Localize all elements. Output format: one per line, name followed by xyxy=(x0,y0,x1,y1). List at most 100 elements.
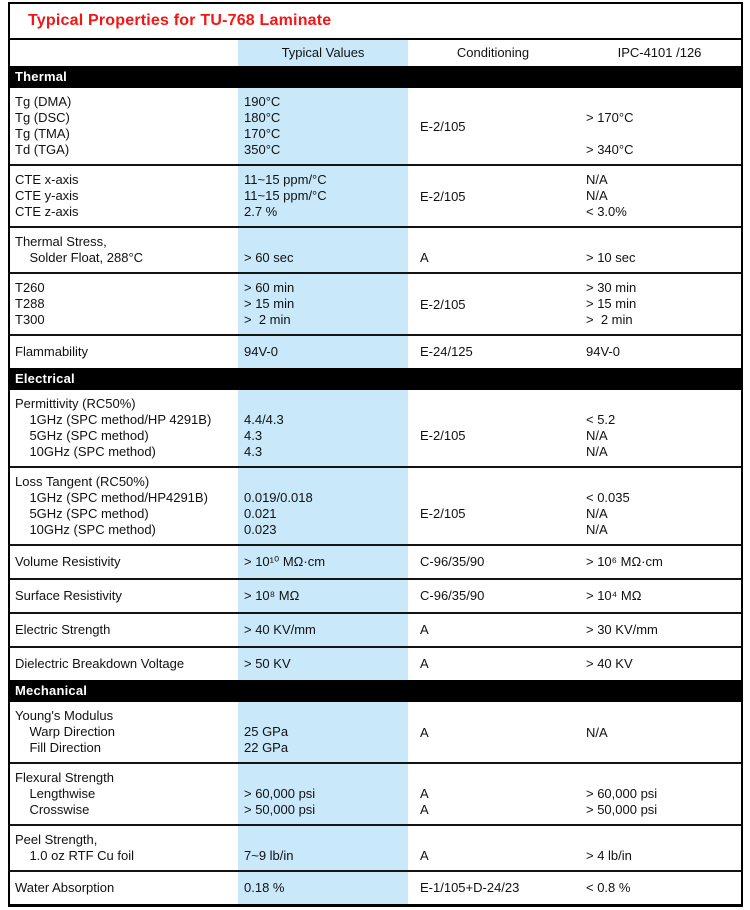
conditioning-cell: A xyxy=(408,826,578,870)
ipc-spec-line: > 2 min xyxy=(586,312,633,327)
property-cell: CTE x-axis CTE y-axis CTE z-axis xyxy=(10,166,238,226)
column-header-ipc: IPC-4101 /126 xyxy=(617,45,702,60)
property-line: Peel Strength, xyxy=(15,832,98,847)
conditioning-line xyxy=(420,444,578,460)
ipc-spec-line: > 10⁴ MΩ xyxy=(586,588,642,603)
property-line: T288 xyxy=(15,296,45,311)
property-cell: Young's Modulus Warp Direction Fill Dire… xyxy=(10,702,238,762)
ipc-spec-line xyxy=(586,234,741,250)
ipc-spec-line: > 10⁶ MΩ·cm xyxy=(586,554,663,569)
page-title: Typical Properties for TU-768 Laminate xyxy=(28,12,332,29)
conditioning-line xyxy=(420,832,578,848)
conditioning-cell: C-96/35/90 xyxy=(408,580,578,612)
conditioning-cell: E-2/105 xyxy=(420,296,466,312)
typical-value-cell: 0.18 % xyxy=(238,872,408,904)
typical-value-cell: > 50 KV xyxy=(238,648,408,680)
property-cell: T260 T288 T300 xyxy=(10,274,238,334)
typical-value-line: > 60 sec xyxy=(244,250,294,265)
ipc-spec-cell: > 170°C > 340°C xyxy=(578,88,741,164)
conditioning-line: A xyxy=(420,622,429,637)
property-cell: Water Absorption xyxy=(10,872,238,904)
property-cell: Thermal Stress, Solder Float, 288°C xyxy=(10,228,238,272)
table-row: Loss Tangent (RC50%) 1GHz (SPC method/HP… xyxy=(10,466,741,544)
conditioning-cell: E-1/105+D-24/23 xyxy=(408,872,578,904)
table-row: Thermal Stress, Solder Float, 288°C > 60 … xyxy=(10,226,741,272)
table-row: Young's Modulus Warp Direction Fill Dire… xyxy=(10,702,741,762)
property-line: Electric Strength xyxy=(15,622,111,637)
table-row: T260 T288 T300 > 60 min > 15 min > 2 min E-2/1… xyxy=(10,272,741,334)
typical-value-line xyxy=(244,708,408,724)
table-title-row: Typical Properties for TU-768 Laminate xyxy=(10,4,741,40)
typical-value-line: > 50 KV xyxy=(244,656,291,671)
property-line: Solder Float, 288°C xyxy=(15,250,144,265)
table-row: Flexural Strength Lengthwise Crosswise > … xyxy=(10,762,741,824)
typical-value-line: 0.021 xyxy=(244,506,277,521)
property-line: Crosswise xyxy=(15,802,90,817)
ipc-spec-line: < 5.2 xyxy=(586,412,616,427)
typical-value-cell: 94V-0 xyxy=(238,336,408,368)
conditioning-cell: E-2/105 xyxy=(420,188,466,204)
property-line: Tg (TMA) xyxy=(15,126,70,141)
conditioning-line xyxy=(420,396,578,412)
property-line: Surface Resistivity xyxy=(15,588,122,603)
typical-value-cell: 4.4/4.3 4.3 4.3 xyxy=(238,390,408,466)
typical-value-line: > 10⁸ MΩ xyxy=(244,588,300,603)
property-line: 1GHz (SPC method/HP4291B) xyxy=(15,490,208,505)
typical-value-line: 170°C xyxy=(244,126,281,141)
typical-value-line: > 15 min xyxy=(244,296,295,311)
property-line: T260 xyxy=(15,280,45,295)
conditioning-line: E-2/105 xyxy=(420,428,466,443)
ipc-spec-line: > 40 KV xyxy=(586,656,633,671)
typical-value-line xyxy=(244,770,408,786)
property-line: Tg (DSC) xyxy=(15,110,70,125)
conditioning-line xyxy=(420,412,578,428)
conditioning-line xyxy=(420,474,578,490)
column-header-typical-values: Typical Values xyxy=(238,40,408,66)
typical-value-cell: > 60 min > 15 min > 2 min xyxy=(238,274,408,334)
conditioning-cell: C-96/35/90 xyxy=(408,546,578,578)
conditioning-cell: E-2/105 xyxy=(408,468,578,544)
conditioning-line: A xyxy=(420,656,429,671)
typical-value-line: 4.3 xyxy=(244,428,263,443)
property-cell: Peel Strength, 1.0 oz RTF Cu foil xyxy=(10,826,238,870)
ipc-spec-cell: N/A xyxy=(586,724,608,740)
properties-table: Typical Properties for TU-768 Laminate T… xyxy=(8,2,743,907)
ipc-spec-line xyxy=(586,770,741,786)
property-line: 5GHz (SPC method) xyxy=(15,506,149,521)
conditioning-cell: A xyxy=(408,614,578,646)
ipc-spec-cell: > 30 KV/mm xyxy=(578,614,741,646)
conditioning-line: C-96/35/90 xyxy=(420,588,485,603)
ipc-spec-line: N/A xyxy=(586,172,608,187)
property-cell: Volume Resistivity xyxy=(10,546,238,578)
typical-value-line: 190°C xyxy=(244,94,281,109)
ipc-spec-line: N/A xyxy=(586,428,608,443)
ipc-spec-line: > 50,000 psi xyxy=(586,802,658,817)
typical-value-line: 180°C xyxy=(244,110,281,125)
ipc-spec-cell: > 4 lb/in xyxy=(578,826,741,870)
typical-value-line xyxy=(244,474,408,490)
section-header-electrical: Electrical xyxy=(10,368,741,390)
property-line: 1.0 oz RTF Cu foil xyxy=(15,848,134,863)
typical-value-line: 350°C xyxy=(244,142,281,157)
typical-value-cell: 7~9 lb/in xyxy=(238,826,408,870)
typical-value-line: 4.3 xyxy=(244,444,263,459)
property-line: Lengthwise xyxy=(15,786,96,801)
conditioning-line xyxy=(420,234,578,250)
typical-value-line: 4.4/4.3 xyxy=(244,412,284,427)
ipc-spec-line: > 340°C xyxy=(586,142,634,157)
column-header-row: Typical Values Conditioning IPC-4101 /12… xyxy=(10,40,741,66)
property-cell: Tg (DMA) Tg (DSC) Tg (TMA) Td (TGA) xyxy=(10,88,238,164)
typical-value-line: > 10¹⁰ MΩ·cm xyxy=(244,554,326,569)
property-line: CTE x-axis xyxy=(15,172,79,187)
ipc-spec-cell: < 5.2 N/A N/A xyxy=(578,390,741,466)
conditioning-cell: A xyxy=(408,228,578,272)
table-body: Thermal Tg (DMA) Tg (DSC) Tg (TMA) Td (TGA) 1… xyxy=(10,66,741,904)
property-cell: Electric Strength xyxy=(10,614,238,646)
ipc-spec-cell: 94V-0 xyxy=(578,336,741,368)
property-cell: Surface Resistivity xyxy=(10,580,238,612)
property-cell: Loss Tangent (RC50%) 1GHz (SPC method/HP… xyxy=(10,468,238,544)
ipc-spec-line: < 3.0% xyxy=(586,204,627,219)
table-row: Flammability 94V-0 E-24/125 94V-0 xyxy=(10,334,741,368)
typical-value-line: 0.023 xyxy=(244,522,277,537)
